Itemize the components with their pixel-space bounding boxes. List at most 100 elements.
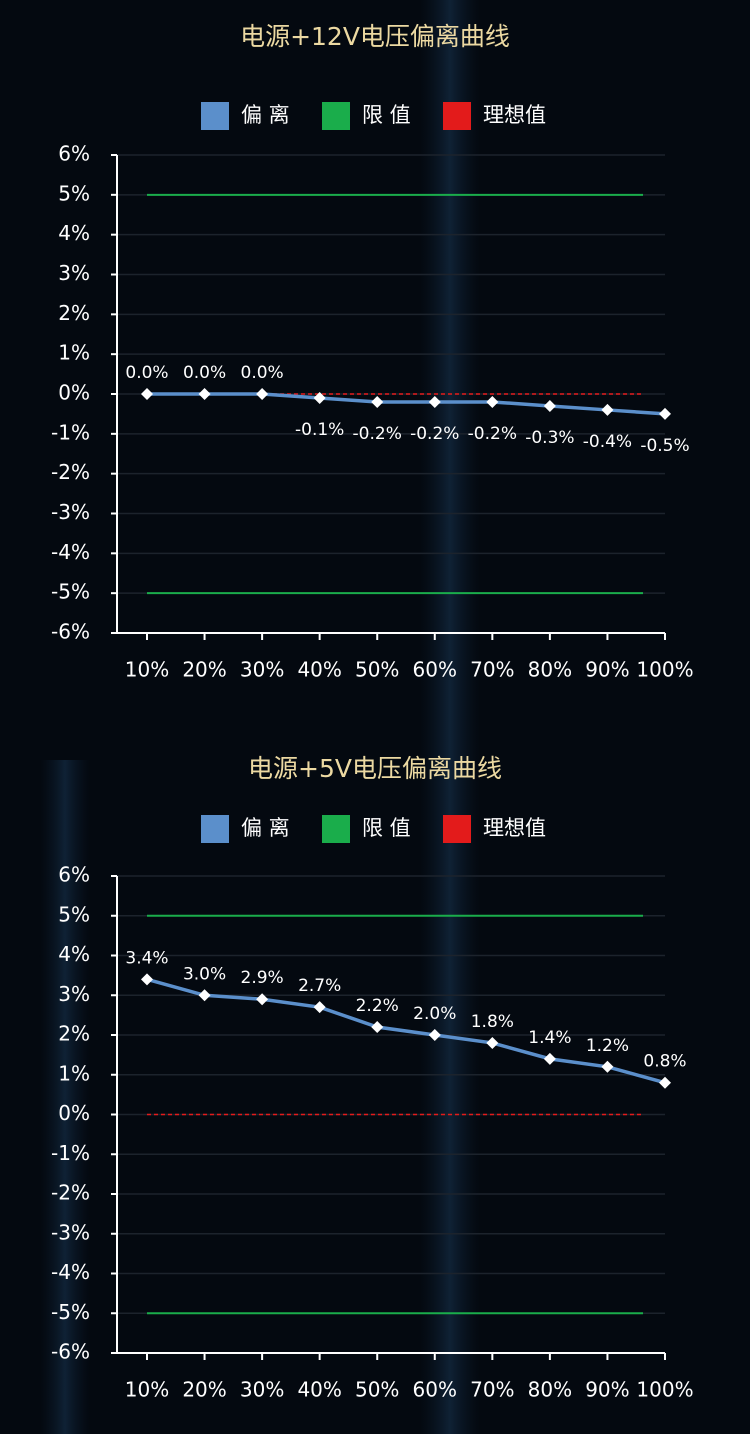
point-marker	[659, 407, 671, 420]
point-marker	[601, 403, 614, 416]
x-tick-label: 100%	[636, 1378, 693, 1402]
data-label: 3.0%	[183, 964, 226, 984]
data-label: 0.8%	[643, 1052, 686, 1072]
legend-label: 理想值	[483, 103, 546, 127]
legend-swatch	[322, 102, 350, 130]
y-tick-label: -3%	[51, 1220, 90, 1244]
data-label: -0.2%	[410, 424, 459, 444]
legend-label: 理想值	[483, 816, 546, 840]
legend-label: 偏 离	[241, 816, 290, 840]
y-tick-label: -6%	[51, 620, 90, 644]
y-tick-label: 1%	[58, 341, 90, 365]
background-glow	[420, 0, 480, 1434]
series-line	[146, 977, 666, 1085]
data-label: -0.3%	[525, 428, 574, 448]
point-marker	[141, 388, 153, 400]
x-tick-label: 90%	[585, 658, 629, 682]
y-tick-label: 4%	[58, 942, 90, 966]
x-tick-label: 20%	[182, 658, 226, 682]
y-tick-label: 0%	[58, 381, 90, 405]
point-marker	[256, 388, 269, 400]
point-marker	[313, 1001, 326, 1014]
y-tick-label: -3%	[51, 500, 90, 524]
x-tick-label: 10%	[125, 658, 169, 682]
x-tick-label: 20%	[182, 1378, 226, 1402]
data-label: 1.4%	[528, 1028, 571, 1048]
x-tick-label: 60%	[413, 658, 457, 682]
x-tick-label: 30%	[240, 1378, 284, 1402]
y-tick-label: 6%	[58, 142, 90, 166]
y-tick-label: 5%	[58, 181, 90, 205]
y-tick-label: -1%	[51, 420, 90, 444]
point-marker	[486, 395, 499, 408]
y-tick-label: 5%	[58, 902, 90, 926]
y-tick-label: 3%	[58, 261, 90, 285]
data-label: 1.2%	[586, 1036, 629, 1056]
data-label: 2.7%	[298, 976, 341, 996]
y-tick-label: 4%	[58, 221, 90, 245]
x-tick-label: 90%	[585, 1378, 629, 1402]
x-tick-label: 40%	[297, 1378, 341, 1402]
y-tick-label: -2%	[51, 460, 90, 484]
legend-swatch	[443, 102, 471, 130]
point-marker	[141, 973, 153, 986]
x-tick-label: 80%	[528, 1378, 572, 1402]
data-label: 2.9%	[241, 968, 284, 988]
x-tick-label: 80%	[528, 658, 572, 682]
point-marker	[428, 1029, 441, 1041]
point-marker	[313, 391, 326, 404]
y-tick-label: -5%	[51, 580, 90, 604]
data-label: -0.4%	[583, 432, 632, 452]
data-label: 3.4%	[125, 948, 168, 968]
y-tick-label: -5%	[51, 1300, 90, 1324]
data-label: -0.2%	[468, 424, 517, 444]
legend-swatch	[322, 815, 350, 843]
x-tick-label: 70%	[470, 658, 514, 682]
y-tick-label: 6%	[58, 863, 90, 887]
data-label: 2.2%	[356, 996, 399, 1016]
point-marker	[198, 989, 211, 1002]
x-tick-label: 70%	[470, 1378, 514, 1402]
point-marker	[601, 1060, 614, 1073]
y-tick-label: 2%	[58, 301, 90, 325]
x-tick-label: 100%	[636, 658, 693, 682]
chart-title: 电源+5V电压偏离曲线	[248, 754, 502, 783]
y-tick-label: -4%	[51, 540, 90, 564]
y-tick-label: -4%	[51, 1260, 90, 1284]
point-marker	[543, 1052, 556, 1065]
x-tick-label: 40%	[297, 658, 341, 682]
legend-label: 偏 离	[241, 103, 290, 127]
legend-swatch	[443, 815, 471, 843]
chart-title: 电源+12V电压偏离曲线	[240, 22, 510, 51]
data-label: 1.8%	[471, 1012, 514, 1032]
point-marker	[428, 395, 441, 408]
point-marker	[371, 1021, 384, 1034]
y-tick-label: 1%	[58, 1061, 90, 1085]
legend-label: 限 值	[362, 816, 411, 840]
point-marker	[543, 399, 556, 412]
data-label: -0.1%	[295, 420, 344, 440]
legend-swatch	[201, 102, 229, 130]
data-label: -0.2%	[353, 424, 402, 444]
legend-swatch	[201, 815, 229, 843]
x-tick-label: 50%	[355, 1378, 399, 1402]
x-tick-label: 10%	[125, 1378, 169, 1402]
point-marker	[659, 1076, 671, 1089]
data-label: 0.0%	[183, 363, 226, 383]
y-tick-label: -1%	[51, 1141, 90, 1165]
background-glow	[40, 760, 90, 1434]
x-tick-label: 50%	[355, 658, 399, 682]
point-marker	[256, 993, 269, 1006]
point-marker	[371, 395, 384, 408]
y-tick-label: -2%	[51, 1181, 90, 1205]
point-marker	[198, 388, 211, 400]
point-marker	[486, 1036, 499, 1049]
y-tick-label: 3%	[58, 982, 90, 1006]
y-tick-label: 0%	[58, 1101, 90, 1125]
series-line	[147, 392, 666, 416]
legend-label: 限 值	[362, 103, 411, 127]
x-tick-label: 60%	[413, 1378, 457, 1402]
